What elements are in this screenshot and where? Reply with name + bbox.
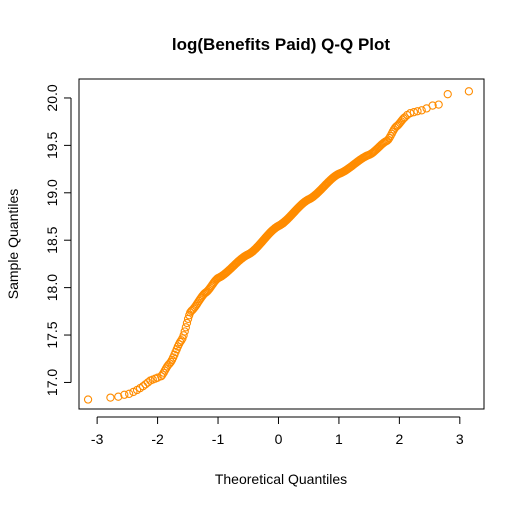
y-tick-label: 20.0 (44, 84, 60, 111)
x-tick-label: 2 (395, 431, 403, 447)
data-point (409, 108, 419, 117)
y-tick-label: 18.5 (44, 226, 60, 253)
x-axis: -3 -2 -1 0 1 2 3 (91, 416, 464, 447)
x-axis-title: Theoretical Quantiles (215, 471, 347, 487)
x-tick-label: -3 (91, 431, 104, 447)
x-tick-label: -2 (151, 431, 164, 447)
data-point (400, 113, 409, 122)
data-point (182, 318, 192, 328)
y-tick-label: 19.5 (44, 132, 60, 159)
x-tick-label: 0 (275, 431, 283, 447)
data-point (166, 357, 175, 367)
data-point (443, 90, 452, 99)
data-point (158, 370, 167, 379)
data-points (83, 87, 474, 404)
data-point (180, 327, 189, 336)
chart-title: log(Benefits Paid) Q-Q Plot (172, 35, 391, 54)
x-tick-label: -1 (212, 431, 225, 447)
data-point (114, 392, 123, 401)
data-point (125, 389, 134, 398)
y-tick-label: 18.0 (44, 274, 60, 301)
data-point (398, 115, 407, 124)
x-tick-label: 3 (456, 431, 464, 447)
data-point (434, 100, 443, 109)
y-axis-title: Sample Quantiles (5, 189, 21, 300)
data-point (106, 393, 115, 402)
data-point (83, 395, 93, 404)
data-point (417, 106, 426, 115)
data-point (143, 378, 153, 387)
data-point (428, 101, 437, 110)
y-tick-label: 19.0 (44, 179, 60, 206)
data-point (385, 133, 394, 143)
y-axis: 17.0 17.5 18.0 18.5 19.0 19.5 20.0 (44, 84, 72, 396)
data-point (179, 331, 188, 340)
data-point (177, 336, 186, 345)
y-tick-label: 17.5 (44, 321, 60, 348)
data-point (159, 368, 168, 377)
data-point (464, 87, 474, 96)
data-point (160, 366, 170, 375)
data-point (120, 390, 129, 399)
y-tick-label: 17.0 (44, 369, 60, 396)
data-point (413, 107, 422, 116)
data-point (181, 323, 190, 332)
plot-frame (78, 78, 485, 410)
x-tick-label: 1 (335, 431, 343, 447)
